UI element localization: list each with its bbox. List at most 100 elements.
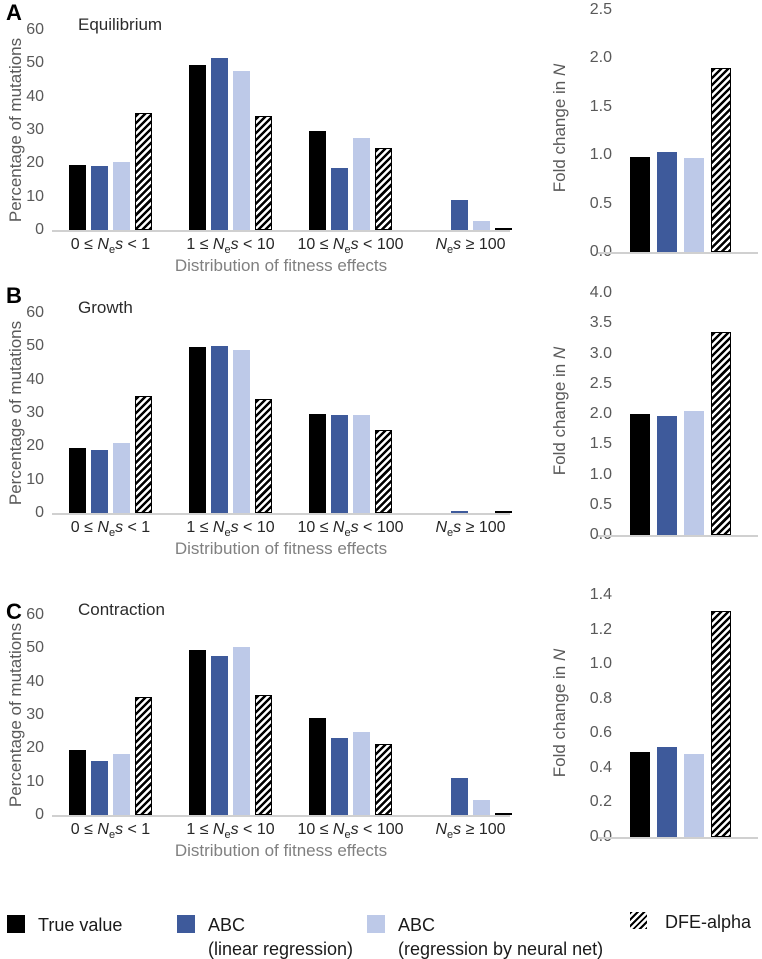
bar-abc-linear-regression	[211, 345, 228, 513]
bar-group	[630, 332, 731, 535]
x-axis-label: Distribution of fitness effects	[174, 841, 388, 860]
bar-true-value	[69, 750, 86, 815]
legend-sublabel: (regression by neural net)	[398, 939, 604, 959]
bar-group	[69, 113, 152, 230]
bar-dfe-alpha	[711, 332, 731, 535]
y-tick-label: 0.4	[589, 758, 612, 776]
bar-dfe-alpha	[495, 813, 512, 815]
panel-letter-c: C	[6, 599, 22, 624]
x-tick-label: 0 ≤ Nes < 1	[70, 236, 151, 257]
y-tick-label: 0.0	[566, 243, 612, 261]
bar-dfe-alpha	[135, 696, 152, 815]
x-tick-label: 1 ≤ Nes < 10	[186, 519, 275, 540]
bar-abc-linear-regression	[331, 737, 348, 815]
bar-abc-neural-net	[233, 71, 250, 230]
y-tick-label: 1.0	[589, 655, 612, 673]
legend: True value ABC (linear regression) ABC (…	[0, 895, 762, 959]
bar-abc-linear-regression	[657, 152, 677, 252]
dfe-alpha-hatch-swatch-icon	[630, 912, 647, 929]
fold-chart-equilibrium: Fold change in N 0.00.51.01.52.02.5	[500, 0, 762, 280]
y-tick-label: 50	[26, 54, 44, 72]
x-tick-label: 0 ≤ Nes < 1	[70, 821, 151, 842]
legend-label: ABC	[398, 915, 436, 935]
abc-linear-swatch-icon	[177, 915, 195, 933]
x-axis-label: Distribution of fitness effects	[174, 256, 388, 275]
x-tick-label: Nes ≥ 100	[435, 236, 506, 257]
legend-label: ABC	[208, 915, 246, 935]
y-tick-label: 10	[26, 470, 44, 488]
y-tick-label: 60	[26, 21, 44, 38]
y-tick-label: 1.0	[589, 146, 612, 164]
chart-title: Growth	[78, 298, 133, 317]
y-tick-label: 4.0	[589, 284, 612, 301]
bar-dfe-alpha	[135, 396, 152, 513]
bar-abc-neural-net	[353, 732, 370, 815]
bar-abc-neural-net	[684, 754, 704, 837]
bar-dfe-alpha	[375, 429, 392, 513]
panel-letter-b: B	[6, 283, 22, 308]
y-tick-label: 0	[35, 504, 44, 521]
y-tick-label: 40	[26, 87, 44, 105]
y-tick-label: 60	[26, 606, 44, 623]
legend-item-dfe-alpha: DFE-alpha	[630, 910, 751, 934]
bar-abc-linear-regression	[451, 511, 468, 513]
legend-label: True value	[38, 915, 123, 935]
y-tick-label: 30	[26, 121, 44, 138]
bar-abc-neural-net	[113, 443, 130, 513]
y-tick-label: 3.5	[589, 314, 612, 332]
fold-chart-growth: Fold change in N 0.00.51.01.52.02.53.03.…	[500, 283, 762, 563]
y-tick-label: 30	[26, 706, 44, 723]
y-axis-ticks: 0 10 20 30 40 50 60	[0, 304, 44, 521]
abc-neural-swatch-icon	[367, 915, 385, 933]
y-tick-label: 0	[35, 806, 44, 823]
bar-group	[309, 131, 392, 230]
bar-group	[630, 610, 731, 837]
y-tick-label: 0.0	[566, 526, 612, 544]
x-axis-line	[598, 837, 758, 839]
bar-true-value	[69, 165, 86, 230]
y-tick-label: 30	[26, 404, 44, 421]
legend-label: DFE-alpha	[665, 912, 752, 932]
y-axis-ticks: 0.0 0.2 0.4 0.6 0.8 1.0 1.2 1.4	[566, 586, 612, 845]
y-tick-label: 50	[26, 639, 44, 657]
bar-dfe-alpha	[495, 228, 512, 230]
bar-abc-neural-net	[233, 647, 250, 815]
y-tick-label: 2.0	[589, 405, 612, 422]
fold-plot-area: 0.00.51.01.52.02.53.03.54.0	[590, 284, 760, 543]
y-tick-label: 3.0	[589, 344, 612, 362]
y-tick-label: 1.4	[589, 586, 612, 603]
bar-groups	[620, 595, 760, 837]
bar-abc-linear-regression	[451, 777, 468, 815]
x-tick-label: 1 ≤ Nes < 10	[186, 236, 275, 257]
bar-true-value	[630, 157, 650, 252]
bar-group	[630, 68, 731, 252]
bar-abc-linear-regression	[91, 760, 108, 815]
bar-true-value	[189, 650, 206, 815]
y-tick-label: 1.5	[589, 435, 612, 453]
chart-title: Equilibrium	[78, 15, 163, 34]
true-value-swatch-icon	[7, 915, 25, 933]
x-axis-label: Distribution of fitness effects	[174, 539, 388, 558]
bar-groups	[52, 30, 512, 230]
bar-groups	[52, 615, 512, 815]
bar-group	[69, 396, 152, 513]
x-tick-label: 10 ≤ Nes < 100	[297, 236, 404, 257]
bar-group	[69, 696, 152, 815]
bar-true-value	[309, 717, 326, 815]
bar-abc-neural-net	[353, 138, 370, 230]
bar-abc-linear-regression	[211, 57, 228, 230]
bar-abc-neural-net	[684, 158, 704, 252]
bar-groups	[52, 313, 512, 513]
bar-abc-linear-regression	[451, 200, 468, 230]
dfe-plot-area: 0 10 20 30 40 50 60 0 ≤ Nes < 1 1 ≤ Nes < 10 10 …	[26, 21, 512, 256]
bar-group	[309, 414, 392, 513]
bar-dfe-alpha	[255, 115, 272, 230]
bar-true-value	[189, 347, 206, 513]
dfe-chart-contraction: Contraction Percentage of mutations 0 10 2…	[0, 585, 512, 865]
bar-group	[189, 647, 272, 815]
x-tick-label: 10 ≤ Nes < 100	[297, 519, 404, 540]
bar-dfe-alpha	[495, 511, 512, 513]
